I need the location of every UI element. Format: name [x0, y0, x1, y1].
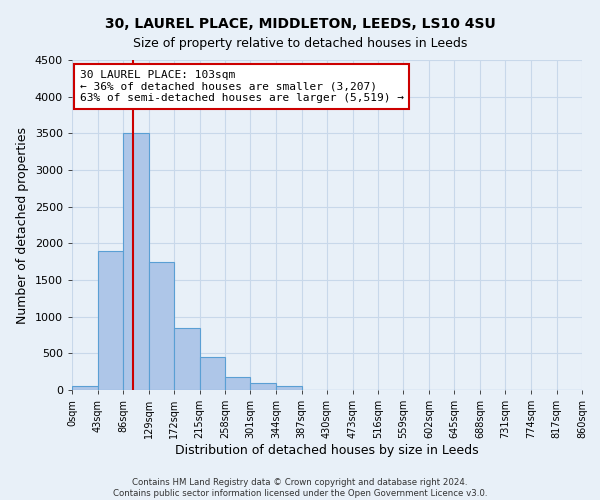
Bar [174, 328, 199, 390]
Text: Contains HM Land Registry data © Crown copyright and database right 2024.
Contai: Contains HM Land Registry data © Crown c… [113, 478, 487, 498]
X-axis label: Distribution of detached houses by size in Leeds: Distribution of detached houses by size … [175, 444, 479, 457]
Text: 30 LAUREL PLACE: 103sqm
← 36% of detached houses are smaller (3,207)
63% of semi: 30 LAUREL PLACE: 103sqm ← 36% of detache… [80, 70, 404, 103]
Text: 30, LAUREL PLACE, MIDDLETON, LEEDS, LS10 4SU: 30, LAUREL PLACE, MIDDLETON, LEEDS, LS10… [104, 18, 496, 32]
Bar [123, 134, 149, 390]
Text: Size of property relative to detached houses in Leeds: Size of property relative to detached ho… [133, 38, 467, 51]
Bar [251, 382, 276, 390]
Bar [225, 377, 251, 390]
Bar [149, 262, 174, 390]
Bar [72, 386, 97, 390]
Y-axis label: Number of detached properties: Number of detached properties [16, 126, 29, 324]
Bar [199, 357, 225, 390]
Bar [276, 386, 302, 390]
Bar [97, 250, 123, 390]
